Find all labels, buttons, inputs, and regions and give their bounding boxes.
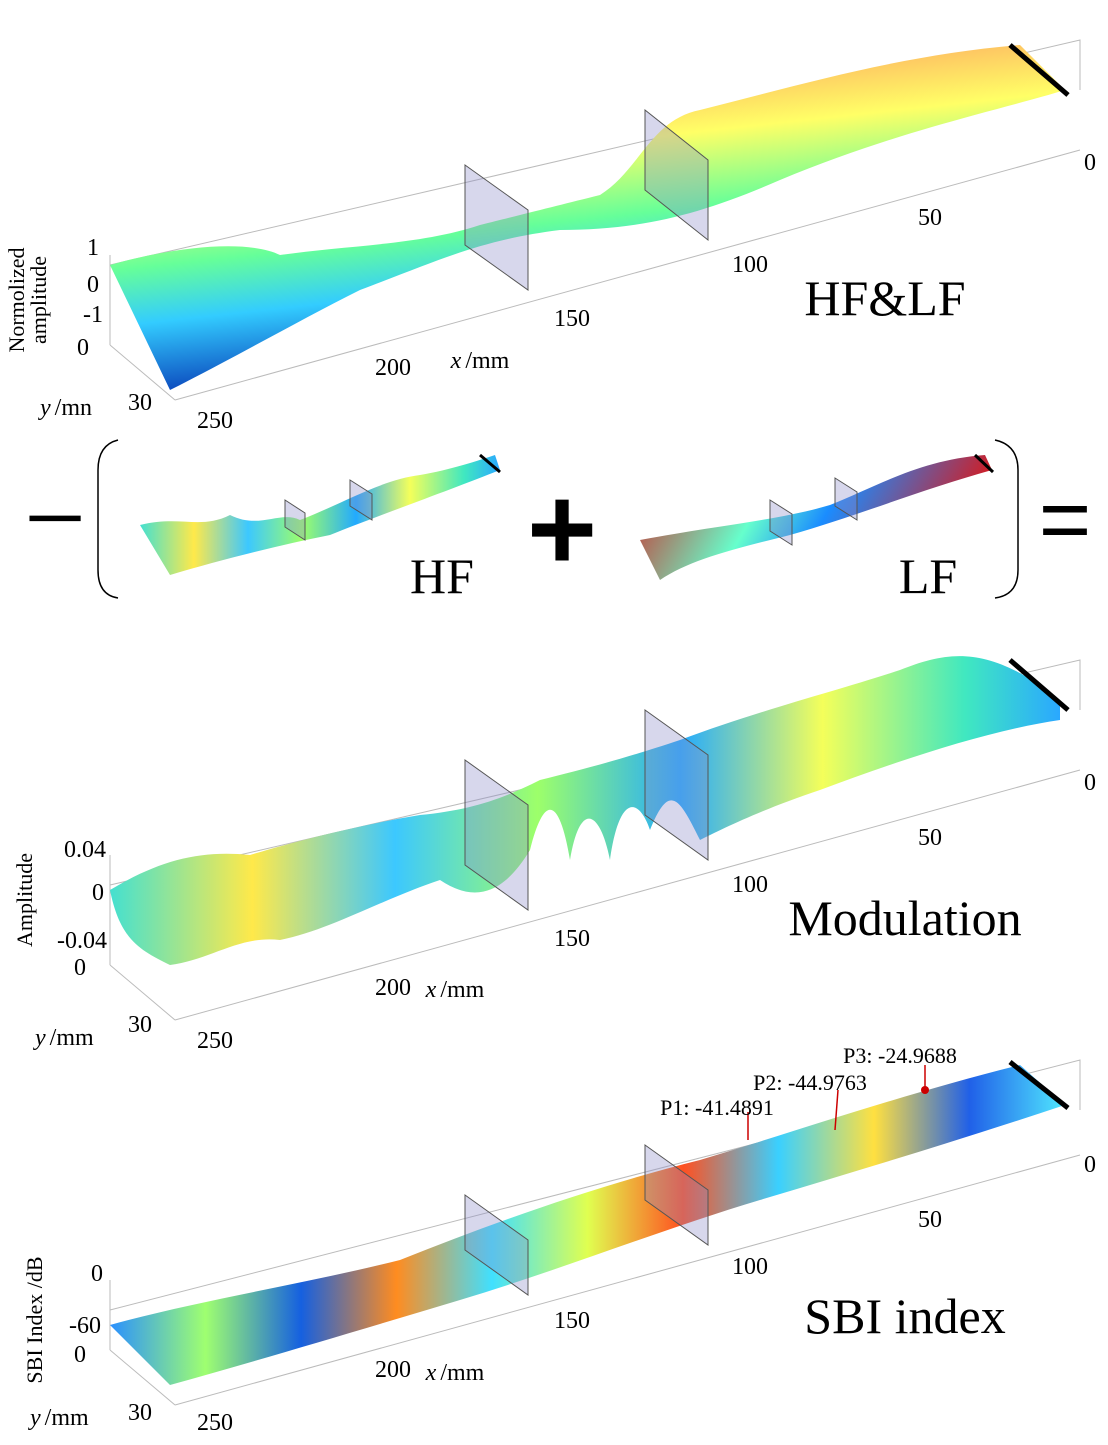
hf-label: HF <box>410 548 474 604</box>
z-tick-label: 0 <box>87 272 99 298</box>
x-tick-label: 200 <box>375 1357 411 1383</box>
operator-equals: = <box>1039 470 1092 570</box>
z-tick-label: 0 <box>91 1261 103 1287</box>
x-tick-label: 0 <box>1084 1152 1096 1178</box>
figure: 05010015020025003010-1x/mmy/mnNormolized… <box>0 0 1108 1445</box>
x-tick-label: 100 <box>732 1254 768 1280</box>
x-tick-label: 50 <box>918 825 942 851</box>
axis-unit: /mn <box>55 395 92 421</box>
axis-variable: x <box>425 977 437 1003</box>
panel-title: HF&LF <box>804 270 965 326</box>
x-tick-label: 50 <box>918 205 942 231</box>
y-axis-label: y/mn <box>38 395 92 421</box>
y-axis-label: y/mm <box>28 1405 89 1431</box>
z-axis-label: amplitude <box>26 256 51 344</box>
x-tick-label: 250 <box>197 1028 233 1054</box>
panel-title: Modulation <box>788 890 1021 946</box>
x-axis-label: x/mm <box>425 977 485 1003</box>
x-tick-label: 150 <box>554 1308 590 1334</box>
marker <box>921 1086 929 1094</box>
y-tick-label: 30 <box>128 390 152 416</box>
z-tick-label: 1 <box>87 235 99 261</box>
z-tick-label: -0.04 <box>57 928 107 954</box>
lf-label: LF <box>899 548 957 604</box>
annotation: P1: -41.4891 <box>660 1095 774 1120</box>
axis-unit: /mm <box>45 1405 89 1431</box>
axis-variable: x <box>425 1360 437 1386</box>
axis-variable: y <box>28 1405 41 1431</box>
axis-unit: /mm <box>50 1025 94 1051</box>
x-tick-label: 150 <box>554 306 590 332</box>
z-tick-label: 0.04 <box>64 837 106 863</box>
operator-plus: + <box>527 462 597 596</box>
y-tick-label: 0 <box>77 335 89 361</box>
z-tick-label: 0 <box>92 880 104 906</box>
x-tick-label: 200 <box>375 355 411 381</box>
y-tick-label: 30 <box>128 1012 152 1038</box>
axis-unit: /mm <box>440 1360 484 1386</box>
annotation: P3: -24.9688 <box>843 1043 957 1068</box>
axis-variable: y <box>38 395 51 421</box>
x-tick-label: 250 <box>197 408 233 434</box>
y-axis-label: y/mm <box>33 1025 94 1051</box>
x-axis-label: x/mm <box>425 1360 485 1386</box>
x-tick-label: 150 <box>554 926 590 952</box>
x-tick-label: 0 <box>1084 770 1096 796</box>
axis-unit: /mm <box>465 348 509 374</box>
x-tick-label: 200 <box>375 975 411 1001</box>
z-tick-label: -1 <box>83 302 103 328</box>
x-tick-label: 50 <box>918 1207 942 1233</box>
x-tick-label: 100 <box>732 252 768 278</box>
plane <box>645 710 708 860</box>
y-tick-label: 30 <box>128 1400 152 1426</box>
z-tick-label: -60 <box>69 1313 101 1339</box>
operator-minus: − <box>24 457 86 579</box>
panel-title: SBI index <box>804 1288 1005 1344</box>
z-axis-label: Amplitude <box>12 853 37 947</box>
bracket <box>98 440 118 598</box>
axis-variable: x <box>450 348 462 374</box>
axis-variable: y <box>33 1025 46 1051</box>
z-axis-label: SBI Index /dB <box>22 1256 47 1383</box>
x-axis-label: x/mm <box>450 348 510 374</box>
y-tick-label: 0 <box>74 955 86 981</box>
axis-unit: /mm <box>440 977 484 1003</box>
x-tick-label: 100 <box>732 872 768 898</box>
y-tick-label: 0 <box>74 1342 86 1368</box>
bracket <box>995 440 1018 598</box>
annotation: P2: -44.9763 <box>753 1070 867 1095</box>
plane <box>465 165 528 290</box>
x-tick-label: 0 <box>1084 150 1096 176</box>
x-tick-label: 250 <box>197 1410 233 1436</box>
